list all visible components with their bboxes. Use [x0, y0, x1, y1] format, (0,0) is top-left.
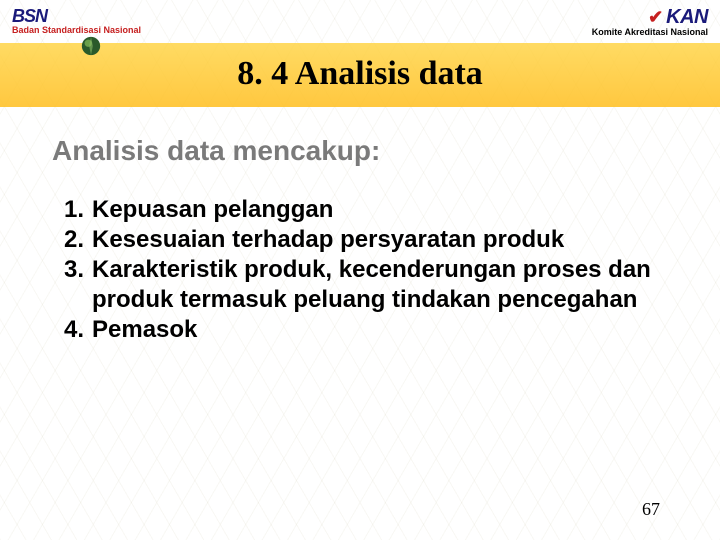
- list-item: 2. Kesesuaian terhadap persyaratan produ…: [52, 225, 668, 255]
- page-number: 67: [642, 499, 660, 520]
- content-list: 1. Kepuasan pelanggan 2. Kesesuaian terh…: [52, 195, 668, 345]
- bsn-logo-text: BSN: [12, 6, 141, 27]
- list-item: 1. Kepuasan pelanggan: [52, 195, 668, 225]
- bsn-logo-subtitle: Badan Standardisasi Nasional: [12, 25, 141, 35]
- slide-title: 8. 4 Analisis data: [0, 55, 720, 93]
- title-bar: 8. 4 Analisis data: [0, 43, 720, 107]
- kan-logo-text: KAN: [666, 6, 708, 29]
- list-item: 4. Pemasok: [52, 315, 668, 345]
- kan-logo-block: ✔ KAN Komite Akreditasi Nasional: [592, 6, 708, 37]
- list-item-number: 2.: [52, 225, 92, 255]
- list-item: 3. Karakteristik produk, kecenderungan p…: [52, 255, 668, 315]
- decorative-dot-icon: [80, 35, 102, 57]
- list-item-number: 1.: [52, 195, 92, 225]
- kan-logo-row: ✔ KAN: [648, 6, 708, 29]
- checkmark-icon: ✔: [648, 7, 663, 28]
- list-item-text: Pemasok: [92, 315, 668, 345]
- list-item-number: 3.: [52, 255, 92, 315]
- header-bar: BSN Badan Standardisasi Nasional ✔ KAN K…: [0, 0, 720, 39]
- kan-logo-subtitle: Komite Akreditasi Nasional: [592, 27, 708, 37]
- list-item-text: Karakteristik produk, kecenderungan pros…: [92, 255, 668, 315]
- list-item-text: Kepuasan pelanggan: [92, 195, 668, 225]
- bsn-logo-block: BSN Badan Standardisasi Nasional: [12, 6, 141, 35]
- list-item-text: Kesesuaian terhadap persyaratan produk: [92, 225, 668, 255]
- slide-subtitle: Analisis data mencakup:: [52, 135, 720, 167]
- list-item-number: 4.: [52, 315, 92, 345]
